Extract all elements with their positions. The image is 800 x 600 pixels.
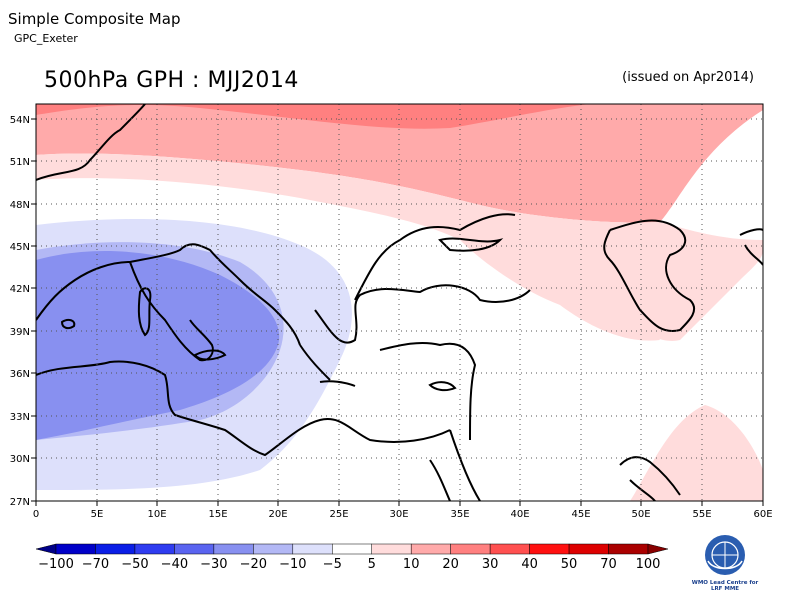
legend-swatch xyxy=(332,543,372,555)
lon-label: 0 xyxy=(33,509,39,520)
lat-label: 27N xyxy=(10,497,30,508)
axis-ticks xyxy=(31,118,764,506)
lon-label: 30E xyxy=(389,509,408,520)
legend-label: −40 xyxy=(161,557,188,572)
color-legend xyxy=(35,543,669,555)
logo-caption-line1: WMO Lead Centre for xyxy=(691,580,759,586)
logo-caption-line2: LRF MME xyxy=(710,586,740,592)
islands xyxy=(60,287,457,392)
legend-label: 40 xyxy=(521,557,538,572)
wmo-logo-icon xyxy=(705,535,745,575)
legend-swatch xyxy=(95,543,136,555)
lon-label: 20E xyxy=(268,509,287,520)
lat-labels: 54N 51N 48N 45N 42N 39N 36N 33N 30N 27N xyxy=(10,115,30,508)
issued-date: (issued on Apr2014) xyxy=(622,70,754,85)
lon-label: 60E xyxy=(753,509,772,520)
legend-label: −50 xyxy=(121,557,148,572)
map-title: 500hPa GPH : MJJ2014 xyxy=(44,68,299,93)
graticule xyxy=(36,104,763,501)
legend-label: −10 xyxy=(279,557,306,572)
legend-label: −20 xyxy=(240,557,267,572)
lon-label: 10E xyxy=(147,509,166,520)
app-subtitle: GPC_Exeter xyxy=(14,32,78,45)
legend-label: 5 xyxy=(368,557,376,572)
legend-label: −70 xyxy=(82,557,109,572)
lon-label: 25E xyxy=(329,509,348,520)
legend-label: 30 xyxy=(482,557,499,572)
shade-neg20-neg30 xyxy=(36,251,280,440)
color-legend-labels: −100 −70 −50 −40 −30 −20 −10 −5 5 10 20 30 40 50 70 100 xyxy=(38,557,660,572)
lat-label: 36N xyxy=(10,369,30,380)
lat-label: 39N xyxy=(10,327,30,338)
shade-10-20-southeast xyxy=(630,405,763,501)
legend-label: −100 xyxy=(38,557,74,572)
legend-label: 50 xyxy=(561,557,578,572)
app-title: Simple Composite Map xyxy=(8,10,181,28)
lat-label: 54N xyxy=(10,115,30,126)
legend-swatch xyxy=(292,543,333,555)
shade-30-40 xyxy=(36,104,590,129)
legend-swatch xyxy=(134,543,175,555)
shade-10-20-east xyxy=(460,205,763,341)
lon-label: 15E xyxy=(208,509,227,520)
legend-swatch xyxy=(253,543,294,555)
lat-label: 30N xyxy=(10,454,30,465)
coastlines xyxy=(36,104,763,501)
legend-swatch xyxy=(450,543,491,555)
lon-label: 50E xyxy=(631,509,650,520)
legend-swatch xyxy=(371,543,412,555)
legend-label: 100 xyxy=(636,557,661,572)
lat-label: 45N xyxy=(10,242,30,253)
lat-label: 33N xyxy=(10,412,30,423)
lon-label: 55E xyxy=(692,509,711,520)
lon-label: 45E xyxy=(571,509,590,520)
legend-label: 20 xyxy=(442,557,459,572)
legend-swatch xyxy=(608,543,649,555)
legend-swatch xyxy=(568,543,609,555)
legend-swatch xyxy=(529,543,570,555)
shade-20-30 xyxy=(36,104,763,223)
legend-label: −5 xyxy=(323,557,342,572)
logo-caption: WMO Lead Centre for LRF MME xyxy=(690,580,760,592)
lon-labels: 0 5E 10E 15E 20E 25E 30E 35E 40E 45E 50E… xyxy=(33,509,773,520)
legend-label: 70 xyxy=(600,557,617,572)
legend-arrow-high xyxy=(647,543,669,555)
lon-label: 35E xyxy=(450,509,469,520)
legend-swatch xyxy=(410,543,451,555)
legend-swatch xyxy=(174,543,215,555)
legend-label: −30 xyxy=(200,557,227,572)
lon-label: 40E xyxy=(510,509,529,520)
lon-label: 5E xyxy=(91,509,104,520)
legend-swatch xyxy=(213,543,254,555)
lat-label: 42N xyxy=(10,284,30,295)
lat-label: 51N xyxy=(10,157,30,168)
legend-label: 10 xyxy=(403,557,420,572)
legend-swatch xyxy=(55,543,96,555)
legend-arrow-low xyxy=(35,543,57,555)
legend-swatch xyxy=(489,543,530,555)
lat-label: 48N xyxy=(10,200,30,211)
